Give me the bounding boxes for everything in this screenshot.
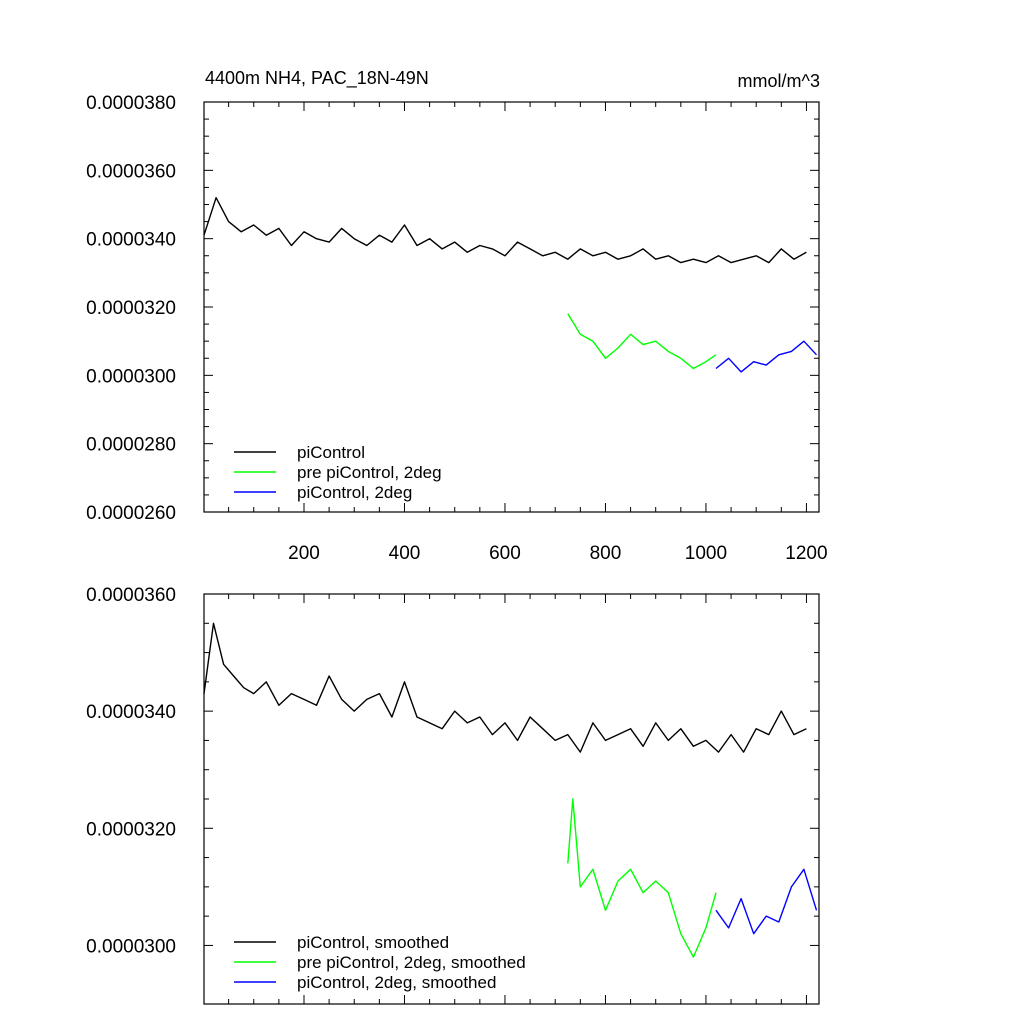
series-line-0 xyxy=(203,622,807,753)
x-axis-ticks: 200 400 600 800 1000 1200 xyxy=(228,102,828,564)
legend-label: piControl, smoothed xyxy=(297,933,449,952)
y-tick-label: 0.0000340 xyxy=(86,702,176,723)
y-tick-label: 0.0000320 xyxy=(86,819,176,840)
y-tick-label: 0.0000260 xyxy=(86,503,176,524)
x-tick-label: 1200 xyxy=(785,543,827,564)
y-tick-label: 0.0000360 xyxy=(86,161,176,182)
x-tick-label: 1000 xyxy=(685,543,727,564)
top-panel: 4400m NH4, PAC_18N-49N mmol/m^3 0.000026… xyxy=(86,68,827,564)
x-axis-ticks xyxy=(228,594,807,1004)
x-tick-label: 200 xyxy=(288,543,320,564)
x-tick-label: 400 xyxy=(389,543,421,564)
x-tick-label: 800 xyxy=(590,543,622,564)
series-lines xyxy=(203,196,818,373)
y-tick-label: 0.0000300 xyxy=(86,936,176,957)
legend-label: piControl, 2deg, smoothed xyxy=(297,973,496,992)
legend-label: piControl, 2deg xyxy=(297,483,412,502)
y-tick-label: 0.0000340 xyxy=(86,230,176,251)
legend-label: piControl xyxy=(297,443,365,462)
series-line-1 xyxy=(567,313,717,370)
units-label: mmol/m^3 xyxy=(738,71,820,91)
series-lines xyxy=(203,622,818,958)
x-tick-label: 600 xyxy=(489,543,521,564)
y-tick-label: 0.0000380 xyxy=(86,93,176,114)
legend-label: pre piControl, 2deg xyxy=(297,463,442,482)
chart-title: 4400m NH4, PAC_18N-49N xyxy=(205,68,429,89)
y-tick-label: 0.0000360 xyxy=(86,585,176,606)
series-line-1 xyxy=(567,798,717,958)
y-axis-ticks: 0.0000300 0.0000320 0.0000340 0.0000360 xyxy=(86,585,819,957)
series-line-0 xyxy=(203,196,807,264)
y-tick-label: 0.0000280 xyxy=(86,435,176,456)
bottom-panel: 0.0000300 0.0000320 0.0000340 0.0000360 piC… xyxy=(86,585,820,1005)
series-line-2 xyxy=(715,340,818,373)
y-tick-label: 0.0000320 xyxy=(86,298,176,319)
legend-label: pre piControl, 2deg, smoothed xyxy=(297,953,526,972)
series-line-2 xyxy=(715,868,818,935)
y-tick-label: 0.0000300 xyxy=(86,366,176,387)
y-axis-ticks: 0.0000260 0.0000280 0.0000300 0.0000320 0.00… xyxy=(86,93,819,524)
